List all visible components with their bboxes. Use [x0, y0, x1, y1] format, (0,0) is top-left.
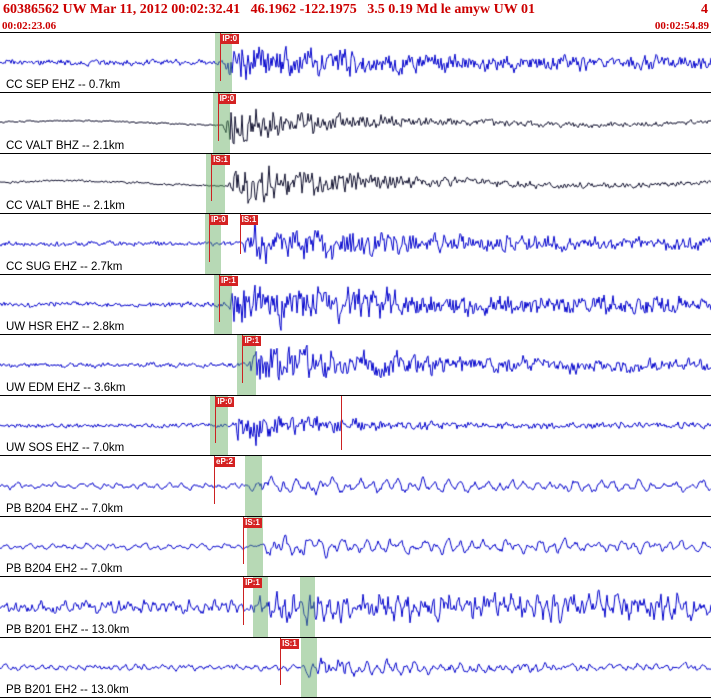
pick-line[interactable] [242, 335, 244, 383]
trace-row[interactable]: CC SUG EHZ -- 2.7km IP:0 IS:1 [0, 214, 711, 275]
station-label: CC VALT BHZ -- 2.1km [6, 139, 125, 152]
trace-row[interactable]: CC VALT BHZ -- 2.1km IP:0 [0, 93, 711, 154]
pick-line[interactable] [280, 637, 282, 686]
event-header-right-value: 4 [701, 2, 708, 17]
pick-line[interactable] [220, 33, 222, 81]
pick-flag[interactable]: IP:0 [215, 396, 235, 407]
pick-line[interactable] [217, 93, 219, 142]
trace-row[interactable]: UW EDM EHZ -- 3.6km IP:1 [0, 335, 711, 396]
trace-row[interactable]: PB B204 EH2 -- 7.0km IS:1 [0, 516, 711, 578]
station-label: CC SUG EHZ -- 2.7km [6, 260, 123, 273]
pick-line[interactable] [214, 456, 215, 504]
pick-line[interactable] [243, 577, 245, 625]
trace-list: CC SEP EHZ -- 0.7km IP:0 CC VALT BHZ -- … [0, 32, 711, 698]
waveform-canvas[interactable] [0, 214, 711, 274]
trace-row[interactable]: UW SOS EHZ -- 7.0km IP:0 [0, 395, 711, 457]
pick-flag[interactable]: IP:0 [209, 215, 228, 226]
station-label: PB B201 EHZ -- 13.0km [6, 623, 130, 636]
trace-row[interactable]: CC SEP EHZ -- 0.7km IP:0 [0, 33, 711, 94]
waveform-canvas[interactable] [0, 93, 711, 153]
station-label: CC VALT BHE -- 2.1km [6, 200, 125, 213]
station-label: PB B204 EH2 -- 7.0km [6, 563, 123, 576]
window-end-time: 00:02:54.89 [654, 20, 709, 32]
pick-line[interactable] [239, 214, 241, 254]
waveform-canvas[interactable] [0, 33, 711, 93]
trace-row[interactable]: PB B201 EHZ -- 13.0km IP:1 [0, 577, 711, 638]
station-label: UW EDM EHZ -- 3.6km [6, 381, 126, 394]
pick-line[interactable] [211, 153, 213, 202]
event-header: 60386562 UW Mar 11, 2012 00:02:32.41 46.… [0, 0, 711, 20]
station-label: CC SEP EHZ -- 0.7km [6, 79, 121, 92]
station-label: PB B204 EHZ -- 7.0km [6, 502, 123, 515]
trace-row[interactable]: CC VALT BHE -- 2.1km IS:1 [0, 153, 711, 215]
waveform-canvas[interactable] [0, 335, 711, 395]
pick-line[interactable] [243, 516, 245, 565]
station-label: UW HSR EHZ -- 2.8km [6, 321, 125, 334]
waveform-canvas[interactable] [0, 516, 711, 577]
waveform-canvas[interactable] [0, 153, 711, 214]
event-summary: 60386562 UW Mar 11, 2012 00:02:32.41 46.… [3, 2, 535, 17]
window-start-time: 00:02:23.06 [2, 20, 57, 32]
station-label: UW SOS EHZ -- 7.0km [6, 442, 125, 455]
pick-flag[interactable]: IP:0 [220, 34, 240, 44]
pick-flag[interactable]: IP:1 [242, 336, 262, 347]
pick-flag[interactable]: IS:1 [239, 215, 259, 226]
pick-line[interactable] [209, 214, 211, 262]
trace-row[interactable]: PB B204 EHZ -- 7.0km eP:2 [0, 456, 711, 517]
waveform-canvas[interactable] [0, 637, 711, 697]
pick-flag[interactable]: IS:1 [280, 638, 299, 649]
waveform-canvas[interactable] [0, 456, 711, 516]
pick-line[interactable] [340, 395, 342, 451]
waveform-canvas[interactable] [0, 395, 711, 456]
waveform-canvas[interactable] [0, 274, 711, 335]
trace-row[interactable]: PB B201 EH2 -- 13.0km IS:1 [0, 637, 711, 698]
pick-line[interactable] [218, 274, 220, 323]
pick-line[interactable] [215, 395, 217, 444]
pick-flag[interactable]: IS:1 [211, 154, 230, 165]
time-window-bar: 00:02:23.06 00:02:54.89 [0, 20, 711, 32]
trace-row[interactable]: UW HSR EHZ -- 2.8km IP:1 [0, 274, 711, 336]
station-label: PB B201 EH2 -- 13.0km [6, 683, 129, 696]
pick-flag[interactable]: IP:0 [217, 94, 237, 105]
pick-flag[interactable]: IS:1 [243, 517, 262, 528]
waveform-canvas[interactable] [0, 577, 711, 637]
pick-flag[interactable]: IP:1 [243, 578, 262, 589]
pick-flag[interactable]: IP:1 [218, 275, 238, 286]
pick-flag[interactable]: eP:2 [214, 457, 235, 468]
